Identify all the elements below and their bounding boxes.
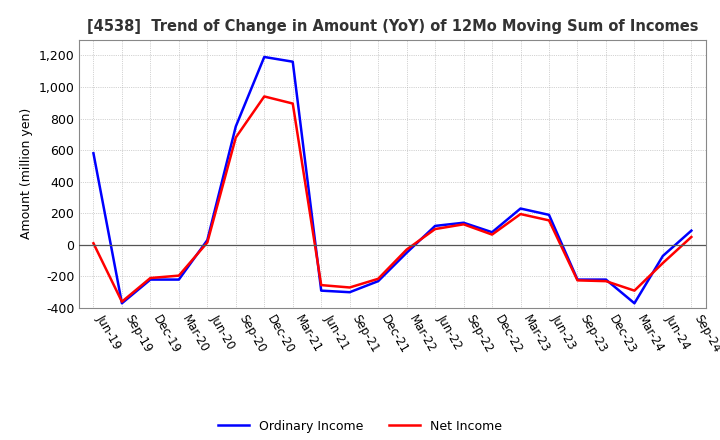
- Net Income: [516, 212, 525, 217]
- Net Income: [687, 235, 696, 240]
- Net Income: [545, 218, 554, 223]
- Net Income: [203, 240, 212, 245]
- Title: [4538]  Trend of Change in Amount (YoY) of 12Mo Moving Sum of Incomes: [4538] Trend of Change in Amount (YoY) o…: [86, 19, 698, 34]
- Net Income: [459, 222, 468, 227]
- Ordinary Income: [289, 59, 297, 64]
- Ordinary Income: [516, 206, 525, 211]
- Net Income: [89, 241, 98, 246]
- Ordinary Income: [317, 288, 325, 293]
- Ordinary Income: [687, 228, 696, 233]
- Line: Ordinary Income: Ordinary Income: [94, 57, 691, 303]
- Net Income: [346, 285, 354, 290]
- Net Income: [602, 279, 611, 284]
- Ordinary Income: [374, 279, 382, 284]
- Net Income: [317, 282, 325, 288]
- Net Income: [374, 276, 382, 282]
- Line: Net Income: Net Income: [94, 96, 691, 302]
- Net Income: [174, 273, 183, 278]
- Ordinary Income: [431, 223, 439, 228]
- Ordinary Income: [203, 238, 212, 243]
- Net Income: [146, 275, 155, 281]
- Ordinary Income: [174, 277, 183, 282]
- Ordinary Income: [630, 301, 639, 306]
- Ordinary Income: [146, 277, 155, 282]
- Net Income: [260, 94, 269, 99]
- Ordinary Income: [260, 54, 269, 59]
- Net Income: [289, 101, 297, 106]
- Ordinary Income: [659, 253, 667, 259]
- Ordinary Income: [545, 212, 554, 217]
- Net Income: [659, 260, 667, 266]
- Net Income: [402, 247, 411, 252]
- Ordinary Income: [602, 277, 611, 282]
- Net Income: [117, 299, 126, 304]
- Net Income: [431, 227, 439, 232]
- Y-axis label: Amount (million yen): Amount (million yen): [20, 108, 33, 239]
- Ordinary Income: [402, 250, 411, 255]
- Net Income: [232, 135, 240, 140]
- Ordinary Income: [459, 220, 468, 225]
- Ordinary Income: [232, 124, 240, 129]
- Net Income: [630, 288, 639, 293]
- Legend: Ordinary Income, Net Income: Ordinary Income, Net Income: [213, 415, 507, 438]
- Ordinary Income: [573, 277, 582, 282]
- Ordinary Income: [346, 290, 354, 295]
- Net Income: [487, 232, 496, 237]
- Ordinary Income: [487, 230, 496, 235]
- Ordinary Income: [117, 301, 126, 306]
- Ordinary Income: [89, 150, 98, 156]
- Net Income: [573, 278, 582, 283]
